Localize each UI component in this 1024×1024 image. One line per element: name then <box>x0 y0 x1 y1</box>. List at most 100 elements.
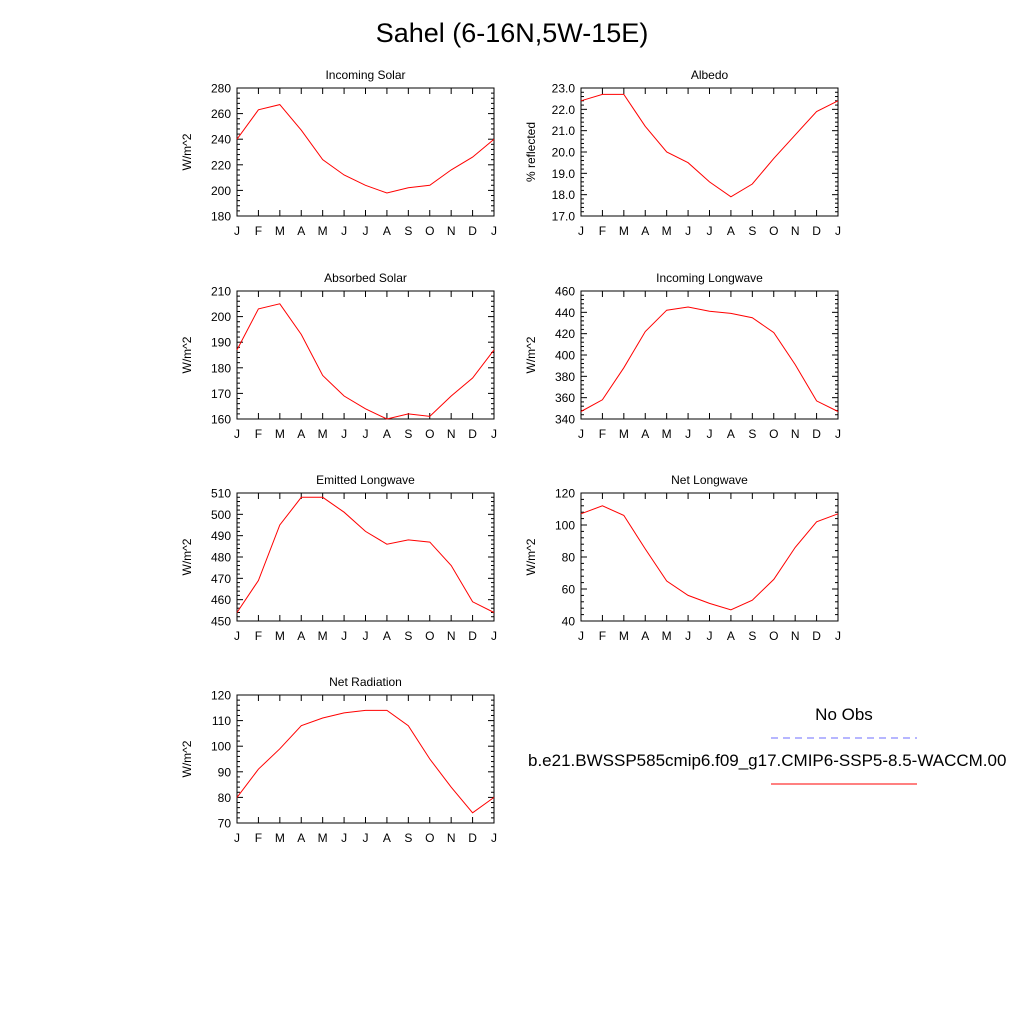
chart-title: Albedo <box>691 68 729 82</box>
series-line <box>580 505 839 611</box>
y-tick-label: 200 <box>211 310 231 324</box>
x-tick-label: D <box>468 427 477 441</box>
series-line <box>580 93 839 198</box>
x-tick-label: N <box>447 831 456 845</box>
x-tick-label: N <box>447 224 456 238</box>
y-tick-label: 110 <box>212 714 231 728</box>
page-title: Sahel (6-16N,5W-15E) <box>375 18 649 48</box>
x-tick-label: A <box>383 427 391 441</box>
x-tick-label: F <box>599 224 606 238</box>
x-tick-label: S <box>748 629 756 643</box>
x-tick-label: J <box>491 831 497 845</box>
x-tick-label: J <box>341 427 347 441</box>
x-tick-label: N <box>791 224 800 238</box>
x-tick-label: M <box>318 629 328 643</box>
y-tick-label: 220 <box>211 158 231 172</box>
x-tick-label: D <box>812 224 821 238</box>
x-tick-label: J <box>363 831 369 845</box>
y-tick-label: 23.0 <box>552 82 576 96</box>
y-axis-label: W/m^2 <box>180 538 194 575</box>
x-tick-label: A <box>383 224 391 238</box>
y-tick-label: 80 <box>562 551 576 565</box>
x-tick-label: J <box>685 224 691 238</box>
x-tick-label: O <box>769 629 778 643</box>
plot-frame <box>580 492 839 622</box>
x-tick-label: S <box>404 427 412 441</box>
y-tick-label: 17.0 <box>552 210 576 224</box>
y-tick-label: 120 <box>555 487 575 501</box>
plot-frame <box>580 87 839 217</box>
y-tick-label: 40 <box>562 615 576 629</box>
x-tick-label: F <box>255 427 262 441</box>
x-tick-label: J <box>835 629 841 643</box>
y-tick-label: 340 <box>555 413 575 427</box>
chart-title: Incoming Solar <box>325 68 405 82</box>
x-tick-label: O <box>769 427 778 441</box>
x-tick-label: J <box>234 629 240 643</box>
y-tick-label: 510 <box>211 487 231 501</box>
y-tick-label: 420 <box>555 327 575 341</box>
y-tick-label: 400 <box>555 349 575 363</box>
chart-emitted-longwave: Emitted Longwave W/m^2 450 460 470 480 490 500 5… <box>180 473 497 643</box>
x-tick-label: J <box>835 427 841 441</box>
y-tick-label: 280 <box>211 82 231 96</box>
x-tick-label: J <box>491 629 497 643</box>
series-line <box>236 104 495 194</box>
x-tick-label: M <box>318 831 328 845</box>
y-axis-label: W/m^2 <box>180 740 194 777</box>
x-tick-label: N <box>791 427 800 441</box>
y-tick-label: 240 <box>211 133 231 147</box>
x-tick-label: O <box>769 224 778 238</box>
y-tick-label: 100 <box>555 519 575 533</box>
x-tick-label: F <box>599 629 606 643</box>
y-tick-label: 18.0 <box>552 188 576 202</box>
x-tick-label: A <box>727 427 735 441</box>
y-tick-label: 22.0 <box>552 103 576 117</box>
plot-frame <box>236 694 495 824</box>
x-tick-label: S <box>404 224 412 238</box>
x-tick-label: D <box>468 629 477 643</box>
x-tick-label: O <box>425 224 434 238</box>
x-tick-label: O <box>425 629 434 643</box>
y-tick-label: 180 <box>211 361 231 375</box>
x-tick-label: J <box>685 427 691 441</box>
x-tick-label: A <box>297 224 305 238</box>
x-tick-label: F <box>255 831 262 845</box>
y-tick-label: 20.0 <box>552 146 576 160</box>
x-tick-label: M <box>662 427 672 441</box>
x-tick-label: D <box>812 629 821 643</box>
x-tick-label: J <box>341 629 347 643</box>
x-tick-label: A <box>297 427 305 441</box>
chart-title: Incoming Longwave <box>656 271 763 285</box>
x-tick-label: S <box>404 831 412 845</box>
y-tick-label: 120 <box>211 689 231 703</box>
x-tick-label: J <box>363 629 369 643</box>
x-tick-label: J <box>341 224 347 238</box>
x-tick-label: D <box>468 831 477 845</box>
plot-frame <box>236 290 495 420</box>
y-tick-label: 480 <box>211 551 231 565</box>
x-tick-label: M <box>275 831 285 845</box>
x-tick-label: A <box>641 629 649 643</box>
x-tick-label: S <box>748 224 756 238</box>
x-tick-label: A <box>727 224 735 238</box>
y-tick-label: 160 <box>211 413 231 427</box>
x-tick-label: F <box>255 224 262 238</box>
x-tick-label: M <box>275 629 285 643</box>
x-tick-label: J <box>234 427 240 441</box>
y-tick-label: 70 <box>218 817 232 831</box>
y-tick-label: 19.0 <box>552 167 576 181</box>
x-tick-label: J <box>491 427 497 441</box>
x-tick-label: J <box>578 427 584 441</box>
y-axis-label: W/m^2 <box>180 133 194 170</box>
x-tick-label: A <box>383 831 391 845</box>
y-tick-label: 360 <box>555 391 575 405</box>
x-tick-label: J <box>363 224 369 238</box>
x-tick-label: A <box>727 629 735 643</box>
y-tick-label: 90 <box>218 765 232 779</box>
plot-frame <box>236 87 495 217</box>
x-tick-label: J <box>685 629 691 643</box>
x-tick-label: M <box>318 427 328 441</box>
